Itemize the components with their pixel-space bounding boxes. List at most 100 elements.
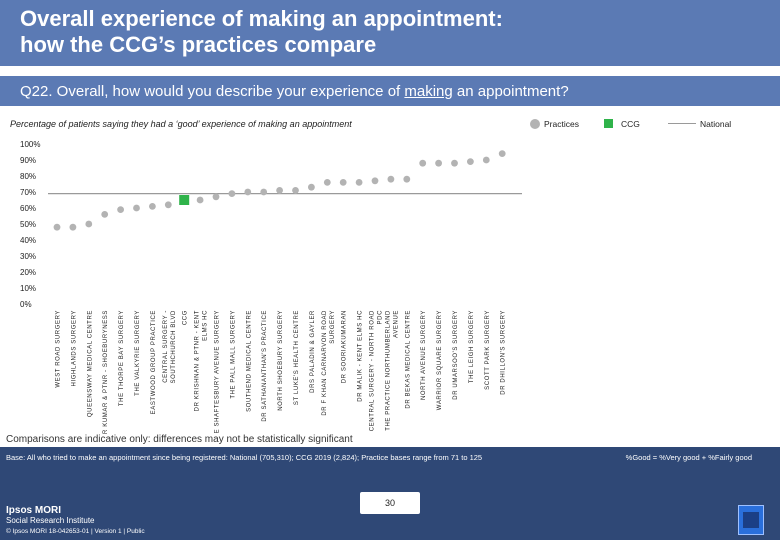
x-label-group: NORTH SHOEBURY SURGERY (278, 310, 284, 411)
page-title: Overall experience of making an appointm… (20, 6, 760, 58)
x-label-group: CENTRAL SURGERY - SOUTHCHURCH BLVD (163, 310, 177, 384)
x-tick-label: THE PRACTICE NORTHUMBERLAND (385, 310, 391, 431)
x-label-group: THE THORPE BAY SURGERY (119, 310, 125, 406)
x-label-group: THE VALKYRIE SURGERY (135, 310, 141, 396)
y-tick-label: 0% (20, 300, 32, 309)
legend-ccg: CCG (604, 118, 640, 129)
x-label-group: DRS PALADIN & GAYLER (310, 310, 316, 393)
x-tick-label: DR SOORIAKUMARAN (342, 310, 348, 383)
x-tick-label: NORTH SHOEBURY SURGERY (278, 310, 284, 411)
x-tick-label: DR KRISHNAN & PTNR - KENT (195, 310, 201, 411)
practice-marker (482, 156, 490, 164)
practice-marker (387, 175, 395, 183)
y-tick-label: 60% (20, 204, 36, 213)
question-text: Q22. Overall, how would you describe you… (20, 83, 569, 100)
x-tick-label: DR DHILLON'S SURGERY (501, 310, 507, 395)
practice-marker (196, 196, 204, 204)
question-underlined-word: making (404, 83, 453, 100)
ipsos-logo (738, 505, 764, 535)
x-tick-label: AVENUE (393, 310, 399, 338)
practice-marker (101, 211, 109, 218)
x-tick-label: DR F KHAN CARNARVON ROAD (322, 310, 328, 416)
x-label-group: THE LEIGH SURGERY (469, 310, 475, 383)
x-tick-label: DR BEKAS MEDICAL CENTRE (405, 310, 411, 409)
practice-marker (85, 220, 93, 228)
x-tick-label: ST LUKE'S HEALTH CENTRE (294, 310, 300, 405)
x-tick-label: THE THORPE BAY SURGERY (119, 310, 125, 406)
good-definition: %Good = %Very good + %Fairly good (625, 453, 752, 462)
brand-block: Ipsos MORI Social Research Institute (6, 505, 95, 525)
x-tick-label: SOUTHCHURCH BLVD (171, 310, 177, 384)
practice-marker (164, 201, 172, 209)
x-label-group: SCOTT PARK SURGERY (485, 310, 491, 390)
x-label-group: DR F KHAN CARNARVON ROAD SURGERY (322, 310, 336, 416)
brand-unit: Social Research Institute (6, 516, 95, 525)
question-banner: Q22. Overall, how would you describe you… (0, 76, 780, 106)
y-tick-label: 30% (20, 252, 36, 261)
y-tick-label: 20% (20, 268, 36, 277)
practice-marker (53, 223, 61, 231)
y-tick-label: 40% (20, 236, 36, 245)
page-number: 30 (360, 492, 420, 514)
practices-legend-icon (530, 118, 540, 129)
x-tick-label: HIGHLANDS SURGERY (71, 310, 77, 386)
x-tick-label: DR MALIK - KENT ELMS HC (358, 310, 364, 402)
x-label-group: THE SHAFTESBURY AVENUE SURGERY (215, 310, 221, 434)
x-label-group: CCG (183, 310, 189, 325)
copyright: © Ipsos MORI 18-042653-01 | Version 1 | … (6, 528, 145, 535)
x-label-group: DR UMARSOO'S SURGERY (453, 310, 459, 400)
y-axis: 100% 90% 80% 70% 60% 50% 40% 30% 20% 10% 0% (20, 140, 40, 309)
x-tick-label: NORTH AVENUE SURGERY (421, 310, 427, 400)
x-axis-labels: WEST ROAD SURGERY HIGHLANDS SURGERY QUEENS… (56, 310, 507, 434)
y-tick-label: 80% (20, 172, 36, 181)
y-tick-label: 50% (20, 220, 36, 229)
x-tick-label: DR SATHANANTHAN'S PRACTICE (262, 310, 268, 422)
x-tick-label: WARRIOR SQUARE SURGERY (437, 310, 443, 410)
legend-practices: Practices (530, 118, 579, 129)
x-tick-label: SOUTHEND MEDICAL CENTRE (246, 310, 252, 412)
practice-marker (133, 204, 140, 212)
national-legend-icon (668, 123, 696, 125)
practice-marker (292, 187, 299, 194)
data-points (53, 150, 506, 231)
x-tick-label: EASTWOOD GROUP PRACTICE (151, 310, 157, 414)
legend-national-label: National (700, 118, 732, 129)
x-label-group: DR SOORIAKUMARAN (342, 310, 348, 383)
practice-marker (69, 223, 77, 231)
practice-marker (323, 179, 331, 186)
x-label-group: SOUTHEND MEDICAL CENTRE (246, 310, 252, 412)
practice-marker (435, 159, 442, 167)
x-label-group: CENTRAL SURGERY - NORTH ROAD PDC (370, 310, 384, 431)
legend-practices-label: Practices (544, 118, 579, 129)
comparison-note: Comparisons are indicative only: differe… (6, 434, 353, 445)
practice-marker (451, 159, 458, 167)
footer: Base: All who tried to make an appointme… (0, 447, 780, 540)
x-tick-label: WEST ROAD SURGERY (56, 310, 62, 388)
x-label-group: QUEENSWAY MEDICAL CENTRE (87, 310, 93, 417)
x-label-group: NORTH AVENUE SURGERY (421, 310, 427, 400)
x-tick-label: PDC (378, 310, 384, 325)
base-note: Base: All who tried to make an appointme… (6, 453, 483, 462)
title-line-1: Overall experience of making an appointm… (20, 6, 503, 31)
x-tick-label: THE SHAFTESBURY AVENUE SURGERY (215, 310, 221, 434)
x-label-group: DR DHILLON'S SURGERY (501, 310, 507, 395)
x-label-group: DR KUMAR & PTNR - SHOEBURYNESS (103, 310, 109, 434)
x-tick-label: THE PALL MALL SURGERY (230, 310, 236, 399)
x-label-group: HIGHLANDS SURGERY (71, 310, 77, 386)
practice-comparison-chart: 100% 90% 80% 70% 60% 50% 40% 30% 20% 10% 0% WEST R… (20, 140, 522, 434)
x-tick-label: CENTRAL SURGERY - (163, 310, 169, 383)
x-tick-label: ELMS HC (203, 310, 209, 341)
x-label-group: WARRIOR SQUARE SURGERY (437, 310, 443, 410)
y-tick-label: 70% (20, 188, 36, 197)
y-tick-label: 90% (20, 156, 36, 165)
x-label-group: ST LUKE'S HEALTH CENTRE (294, 310, 300, 405)
question-prefix: Q22. Overall, how would you describe you… (20, 83, 405, 100)
x-tick-label: CCG (183, 310, 189, 325)
x-label-group: DR KRISHNAN & PTNR - KENT ELMS HC (195, 310, 209, 411)
practice-marker (308, 183, 315, 191)
title-line-2: how the CCG’s practices compare (20, 32, 377, 57)
y-tick-label: 100% (20, 140, 40, 149)
question-suffix: an appointment? (452, 83, 569, 100)
practice-marker (228, 190, 236, 197)
logo-mark-icon (743, 512, 759, 528)
